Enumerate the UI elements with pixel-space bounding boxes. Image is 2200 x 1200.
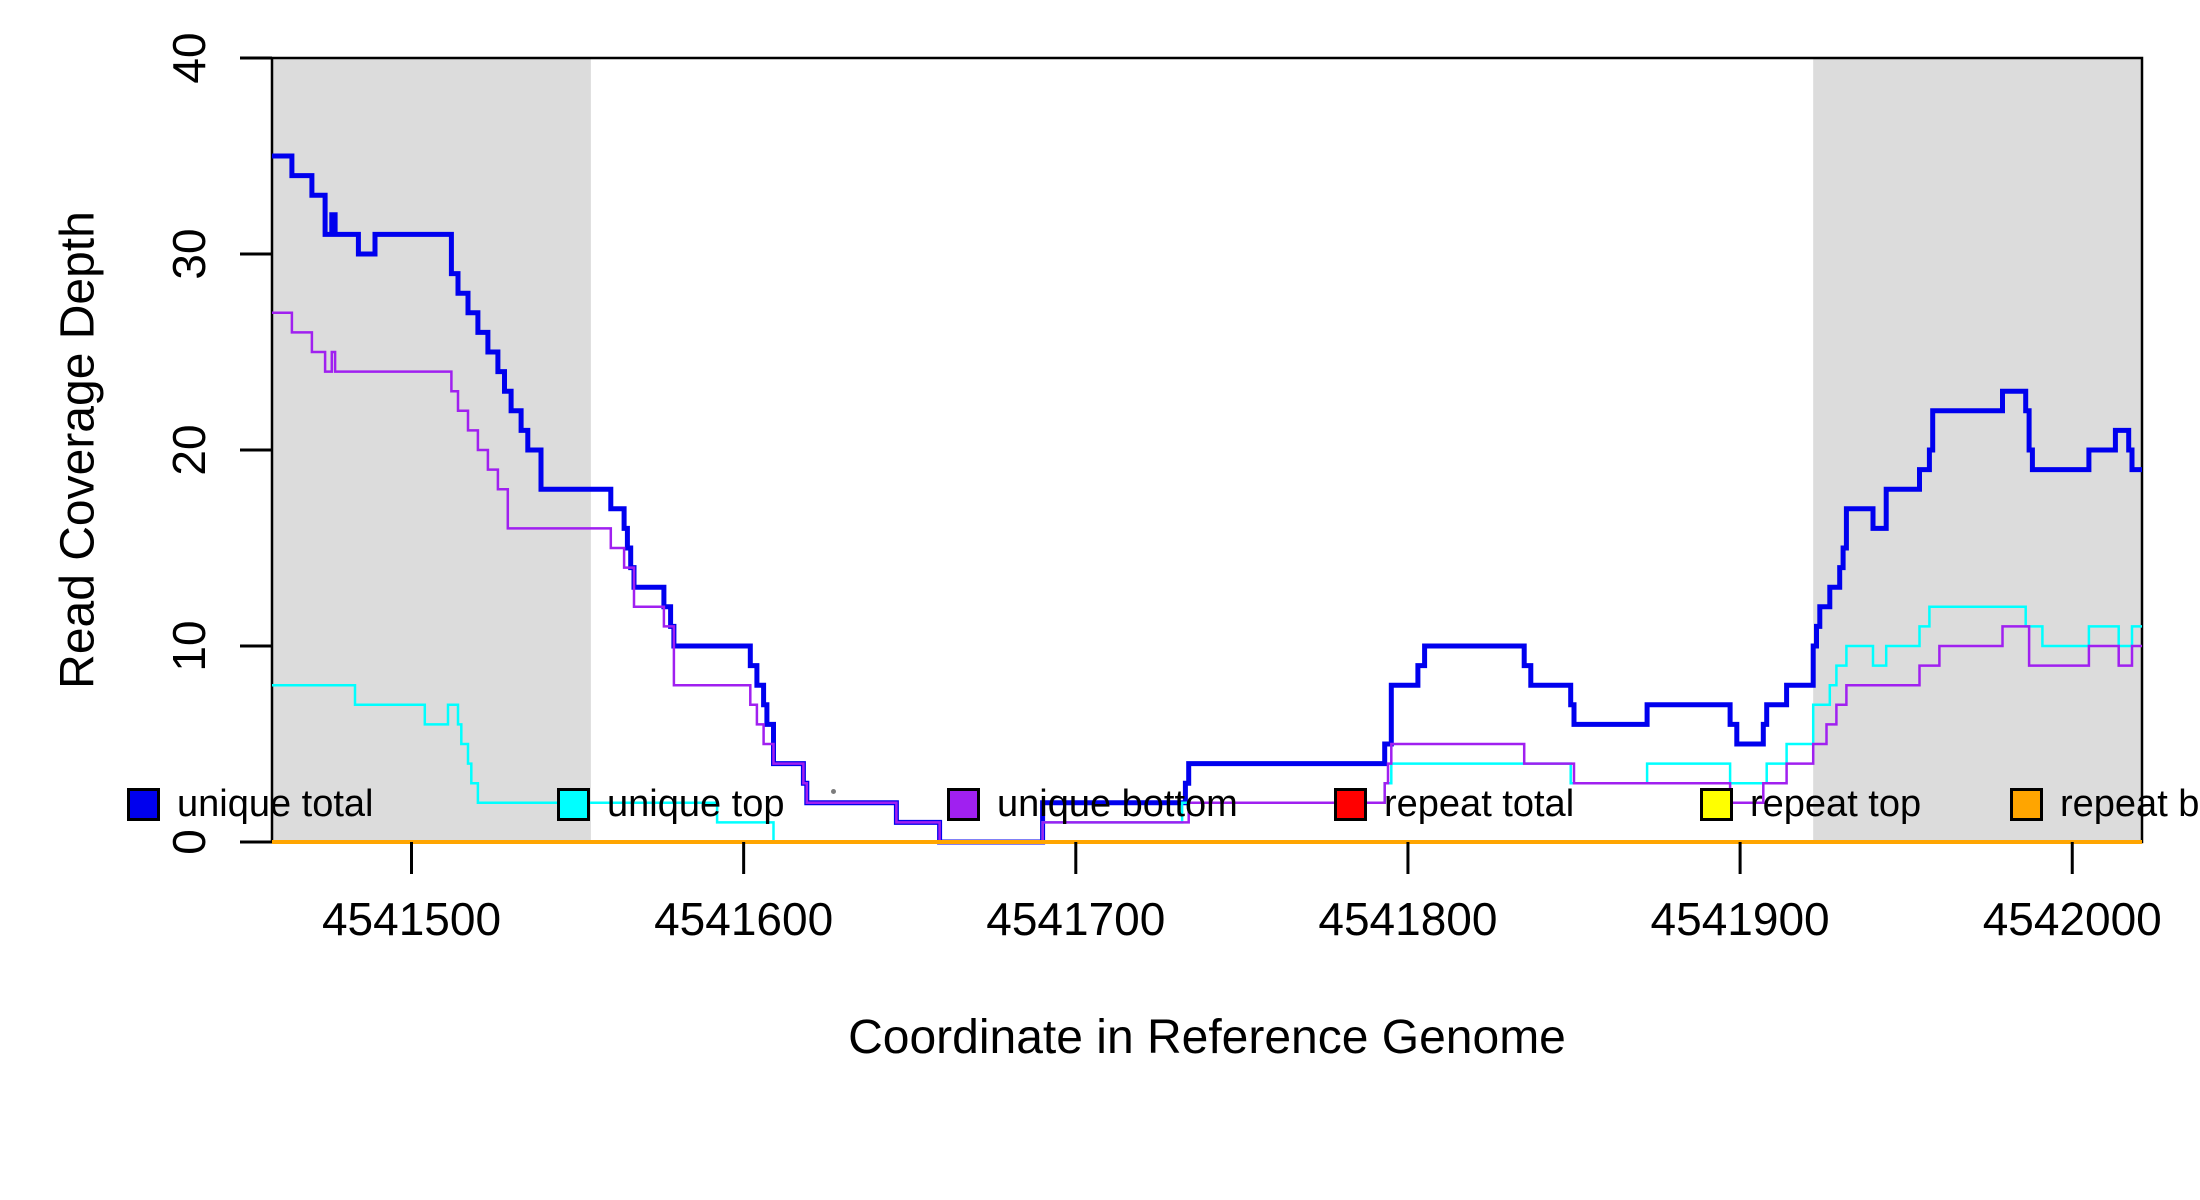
legend-swatch — [127, 787, 160, 821]
x-tick-label: 4541700 — [986, 893, 1165, 945]
legend-label: repeat top — [1750, 782, 1922, 825]
x-axis-label: Coordinate in Reference Genome — [848, 1011, 1566, 1064]
series-unique-bottom — [272, 311, 2142, 844]
legend-swatch — [1700, 787, 1733, 821]
legend-label: unique bottom — [997, 782, 1238, 825]
x-tick-label: 4541900 — [1651, 893, 1830, 945]
legend-swatch — [1334, 787, 1367, 821]
x-tick-label: 4541800 — [1318, 893, 1497, 945]
legend-item-unique-total: unique total — [127, 783, 374, 825]
legend-label: unique total — [177, 782, 374, 825]
x-tick-label: 4541500 — [322, 893, 501, 945]
y-tick-label: 40 — [163, 32, 215, 83]
y-tick-label: 0 — [163, 829, 215, 855]
legend-label: repeat bottom — [2060, 782, 2200, 825]
legend-swatch — [557, 787, 590, 821]
legend-item-repeat-bottom: repeat bottom — [2010, 783, 2200, 825]
x-tick-label: 4542000 — [1983, 893, 2162, 945]
legend-label: unique top — [607, 782, 785, 825]
y-tick-label: 30 — [163, 228, 215, 279]
y-axis-label: Read Coverage Depth — [51, 211, 105, 689]
legend-item-repeat-top: repeat top — [1700, 783, 1921, 825]
stray-dot — [831, 789, 836, 794]
y-tick-label: 10 — [163, 620, 215, 671]
legend-label: repeat total — [1384, 782, 1575, 825]
legend-item-repeat-total: repeat total — [1334, 783, 1574, 825]
x-tick-label: 4541600 — [654, 893, 833, 945]
legend-swatch — [2010, 787, 2043, 821]
legend-swatch — [947, 787, 980, 821]
y-tick-label: 20 — [163, 424, 215, 475]
legend-item-unique-bottom: unique bottom — [947, 783, 1238, 825]
series-unique-total — [272, 153, 2142, 845]
series-unique-top — [272, 605, 2142, 844]
legend-item-unique-top: unique top — [557, 783, 785, 825]
legend: unique total unique top unique bottom repea… — [0, 783, 2200, 830]
